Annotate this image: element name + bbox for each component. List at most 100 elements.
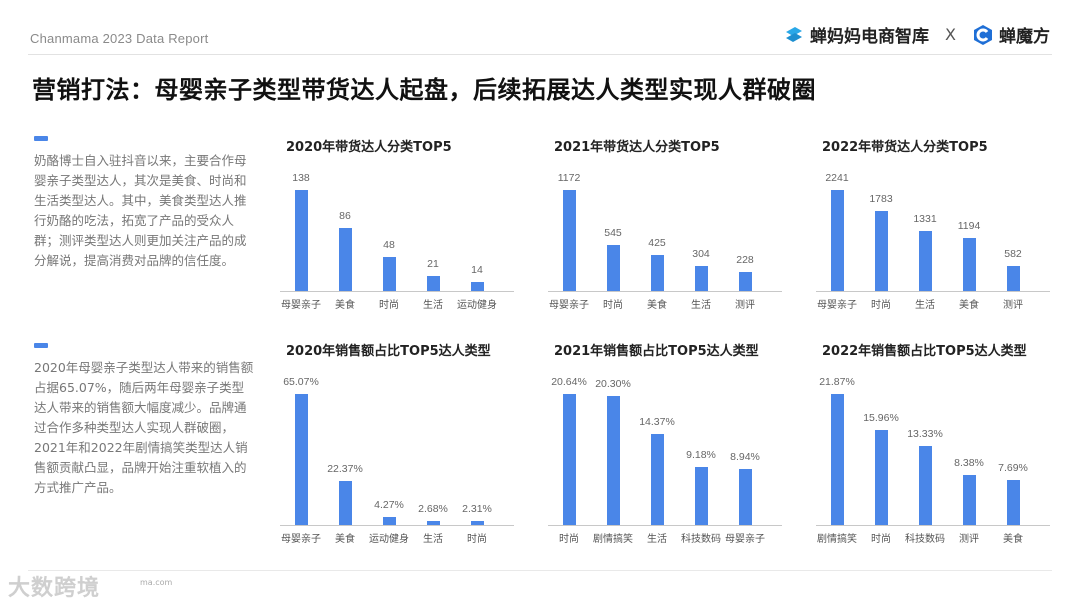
bar-column: 21 xyxy=(410,258,456,292)
bar-column: 1172 xyxy=(546,172,592,292)
x-axis-tick-label: 时尚 xyxy=(871,300,891,311)
x-axis-tick-label: 母婴亲子 xyxy=(817,300,857,311)
bar-column: 2241 xyxy=(814,172,860,292)
chanmama-logo: 蝉妈妈电商智库 xyxy=(783,22,929,47)
bar-value-label: 138 xyxy=(292,172,310,184)
section-marker xyxy=(34,343,48,348)
bar xyxy=(606,396,620,526)
bar-value-label: 1783 xyxy=(869,193,893,205)
bar-column: 1194 xyxy=(946,220,992,292)
bar-value-label: 1331 xyxy=(913,213,937,225)
x-axis-labels: 母婴亲子 时尚 美食 生活 测评 xyxy=(549,292,784,311)
bar xyxy=(382,257,396,292)
bar xyxy=(738,272,752,292)
header-divider xyxy=(28,54,1052,55)
x-axis-labels: 母婴亲子 美食 运动健身 生活 时尚 xyxy=(281,526,516,545)
bar-column: 304 xyxy=(678,248,724,292)
chart-title: 2021年销售额占比TOP5达人类型 xyxy=(554,344,759,359)
bar xyxy=(830,190,844,292)
bar-value-label: 48 xyxy=(383,239,395,251)
bar-column: 582 xyxy=(990,248,1036,292)
bar xyxy=(738,469,752,526)
logo-secondary-text: 蝉魔方 xyxy=(999,27,1050,47)
chart-title: 2022年带货达人分类TOP5 xyxy=(822,140,988,155)
bar-chart-6: 2022年销售额占比TOP5达人类型 21.87% 15.96% 13.33% 8.38… xyxy=(816,340,1052,545)
bar xyxy=(382,517,396,526)
chart-title: 2022年销售额占比TOP5达人类型 xyxy=(822,344,1027,359)
bar-value-label: 20.64% xyxy=(551,376,587,388)
x-axis-tick-label: 生活 xyxy=(423,534,443,545)
bar xyxy=(562,394,576,526)
bar-value-label: 21.87% xyxy=(819,376,855,388)
x-axis-tick-label: 测评 xyxy=(735,300,755,311)
bar xyxy=(294,394,308,526)
bar-value-label: 15.96% xyxy=(863,412,899,424)
bar-column: 2.31% xyxy=(454,503,500,526)
bar-value-label: 7.69% xyxy=(998,462,1028,474)
bar-value-label: 1194 xyxy=(957,220,981,232)
bar-column: 1331 xyxy=(902,213,948,292)
x-axis-tick-label: 时尚 xyxy=(379,300,399,311)
page-title: 营销打法：母婴亲子类型带货达人起盘，后续拓展达人类型实现人群破圈 xyxy=(32,76,816,104)
x-axis-tick-label: 科技数码 xyxy=(905,534,945,545)
x-axis-tick-label: 剧情搞笑 xyxy=(817,534,857,545)
bar-value-label: 304 xyxy=(692,248,710,260)
chanmama-logo-icon xyxy=(786,26,803,42)
bar-column: 22.37% xyxy=(322,463,368,526)
x-axis-tick-label: 时尚 xyxy=(559,534,579,545)
footer-watermark: 大数跨境 xyxy=(8,576,101,601)
x-axis-labels: 母婴亲子 时尚 生活 美食 测评 xyxy=(817,292,1052,311)
x-axis-tick-label: 母婴亲子 xyxy=(725,534,765,545)
x-axis-tick-label: 剧情搞笑 xyxy=(593,534,633,545)
chart-plot-area: 2241 1783 1331 1194 582 xyxy=(816,162,1052,292)
x-axis-tick-label: 生活 xyxy=(691,300,711,311)
bar-column: 65.07% xyxy=(278,376,324,526)
bar xyxy=(606,245,620,292)
bar-value-label: 425 xyxy=(648,237,666,249)
bar-value-label: 2.68% xyxy=(418,503,448,515)
x-axis-tick-label: 美食 xyxy=(1003,534,1023,545)
bar-value-label: 14.37% xyxy=(639,416,675,428)
bar xyxy=(1006,266,1020,292)
bar-value-label: 22.37% xyxy=(327,463,363,475)
bar-column: 138 xyxy=(278,172,324,292)
bar-column: 4.27% xyxy=(366,499,412,526)
footer-divider xyxy=(28,570,1052,571)
bar-column: 8.38% xyxy=(946,457,992,526)
x-axis-tick-label: 科技数码 xyxy=(681,534,721,545)
x-axis-tick-label: 测评 xyxy=(1003,300,1023,311)
bar xyxy=(426,276,440,292)
report-label: Chanmama 2023 Data Report xyxy=(30,31,209,46)
bar-value-label: 1172 xyxy=(557,172,581,184)
bar-column: 48 xyxy=(366,239,412,292)
x-axis-line xyxy=(280,291,514,292)
bar-column: 545 xyxy=(590,227,636,292)
chart-plot-area: 21.87% 15.96% 13.33% 8.38% 7.69% xyxy=(816,366,1052,526)
x-axis-line xyxy=(548,525,782,526)
bar-value-label: 21 xyxy=(427,258,439,270)
bar-value-label: 582 xyxy=(1004,248,1022,260)
bar xyxy=(426,521,440,526)
x-axis-tick-label: 时尚 xyxy=(603,300,623,311)
chanmofang-logo-icon xyxy=(974,24,992,45)
bar xyxy=(470,521,484,526)
bar-value-label: 8.38% xyxy=(954,457,984,469)
footer-site: ma.com xyxy=(140,578,173,587)
bar-column: 2.68% xyxy=(410,503,456,526)
bar-column: 20.64% xyxy=(546,376,592,526)
section-marker xyxy=(34,136,48,141)
bar-column: 8.94% xyxy=(722,451,768,526)
bar-column: 1783 xyxy=(858,193,904,292)
bar-column: 14 xyxy=(454,264,500,292)
bar xyxy=(650,434,664,526)
sidebar-block-1: 奶酪博士自入驻抖音以来，主要合作母婴亲子类型达人，其次是美食、时尚和生活类型达人… xyxy=(34,136,256,271)
bar-value-label: 545 xyxy=(604,227,622,239)
bar xyxy=(962,475,976,526)
chart-title: 2020年带货达人分类TOP5 xyxy=(286,140,452,155)
bar-column: 20.30% xyxy=(590,378,636,526)
bar xyxy=(338,481,352,526)
bar xyxy=(694,266,708,292)
x-axis-tick-label: 生活 xyxy=(423,300,443,311)
bar xyxy=(470,282,484,292)
bar-value-label: 20.30% xyxy=(595,378,631,390)
